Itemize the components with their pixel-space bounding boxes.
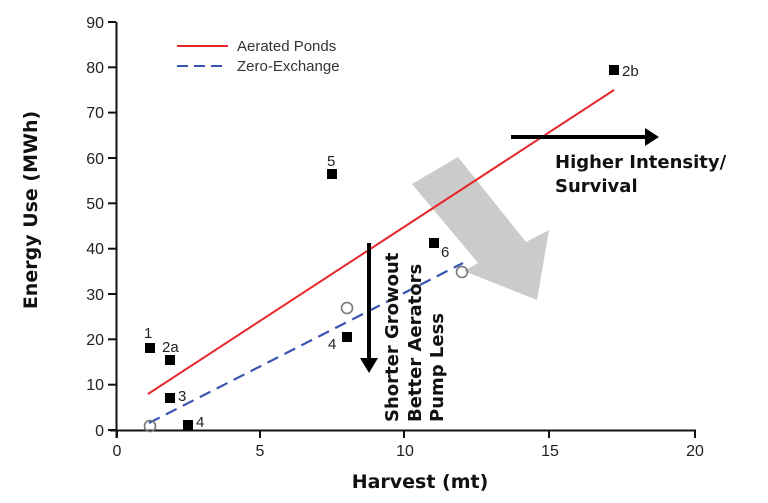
gray-diagonal-arrow: [412, 157, 549, 300]
square-point-6: [429, 238, 439, 248]
y-tick-80: 80: [86, 60, 104, 77]
y-tick-60: 60: [86, 151, 104, 168]
zero-exchange-line: [148, 262, 464, 424]
square-point-1: [145, 343, 155, 353]
open-circle-point: [455, 265, 469, 279]
y-tick-70: 70: [86, 105, 104, 122]
point-label-5: 5: [327, 153, 335, 170]
square-point-4b: [342, 332, 352, 342]
square-point-2a: [165, 355, 175, 365]
annotation-survival: Survival: [555, 176, 638, 197]
annotation-higher-intensity: Higher Intensity/: [555, 152, 727, 173]
point-label-2a: 2a: [162, 339, 179, 356]
shorter-growout-arrow: [360, 243, 378, 373]
square-point-2b: [609, 65, 619, 75]
x-tick-5: 5: [256, 443, 265, 460]
x-tick-10: 10: [396, 443, 414, 460]
point-labels: 1 2a 3 4 4 5 6 2b: [144, 63, 639, 431]
y-tick-30: 30: [86, 287, 104, 304]
x-tick-labels: 0 5 10 15 20: [113, 443, 704, 460]
annotation-shorter-growout: Shorter Growout: [382, 252, 403, 422]
aerated-ponds-line: [147, 89, 615, 395]
point-label-4a: 4: [196, 414, 204, 431]
x-axis-title: Harvest (mt): [352, 471, 489, 493]
legend-aerated-label: Aerated Ponds: [237, 38, 336, 55]
y-tick-0: 0: [95, 423, 104, 440]
open-circle-point: [340, 301, 354, 315]
square-point-4a: [183, 420, 193, 430]
y-tick-20: 20: [86, 332, 104, 349]
point-label-2b: 2b: [622, 63, 639, 80]
y-tick-90: 90: [86, 15, 104, 32]
annotation-pump-less: Pump Less: [427, 313, 448, 422]
y-tick-10: 10: [86, 377, 104, 394]
aerated-ponds-points: [145, 65, 619, 430]
y-tick-50: 50: [86, 196, 104, 213]
point-label-6: 6: [441, 244, 449, 261]
legend-zero-exchange-label: Zero-Exchange: [237, 58, 340, 75]
x-tick-15: 15: [541, 443, 559, 460]
point-label-1: 1: [144, 325, 152, 342]
x-tick-0: 0: [113, 443, 122, 460]
legend: Aerated Ponds Zero-Exchange: [177, 38, 340, 75]
square-point-3: [165, 393, 175, 403]
higher-intensity-arrow: [511, 128, 659, 146]
annotation-better-aerators: Better Aerators: [405, 264, 426, 422]
y-tick-40: 40: [86, 241, 104, 258]
point-label-4b: 4: [328, 336, 336, 353]
point-label-3: 3: [178, 388, 186, 405]
y-axis-title: Energy Use (MWh): [20, 111, 42, 309]
x-axis: [110, 429, 696, 438]
square-point-5: [327, 169, 337, 179]
x-tick-20: 20: [686, 443, 704, 460]
zero-exchange-points: [143, 265, 469, 433]
open-circle-point: [143, 419, 157, 433]
y-axis: [108, 21, 118, 438]
y-tick-labels: 90 80 70 60 50 40 30 20 10 0: [86, 15, 104, 440]
